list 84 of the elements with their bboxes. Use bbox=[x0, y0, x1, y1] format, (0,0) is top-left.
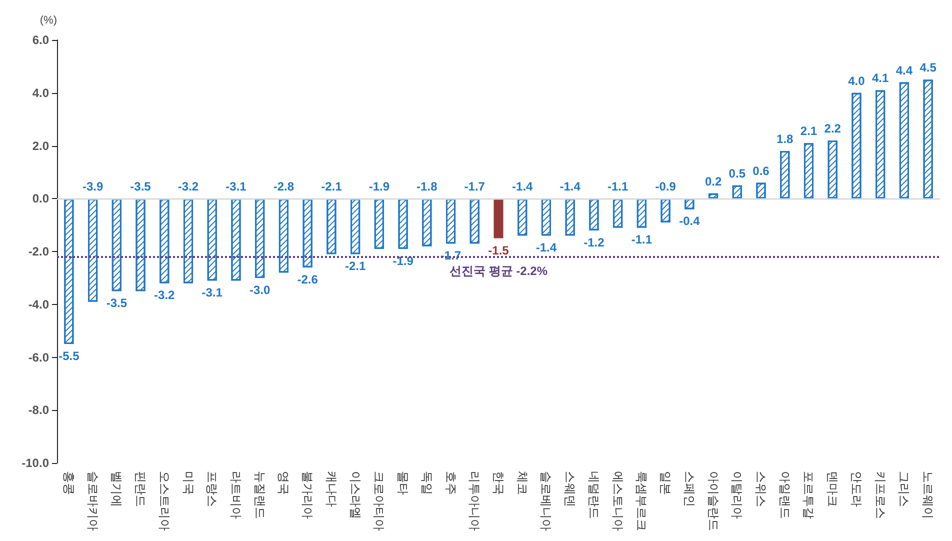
x-tick-label: 스웨덴 bbox=[563, 471, 578, 507]
data-label: 4.0 bbox=[848, 74, 866, 88]
y-axis-title: (%) bbox=[40, 14, 57, 26]
bar bbox=[494, 198, 504, 238]
x-tick-label: 홍콩 bbox=[62, 471, 76, 495]
data-label: 4.5 bbox=[920, 60, 937, 75]
data-label: -3.9 bbox=[82, 180, 104, 194]
y-tick-label: -4.0 bbox=[28, 297, 50, 312]
x-tick-label: 아일랜드 bbox=[778, 471, 792, 519]
data-label: 0.2 bbox=[704, 174, 722, 188]
x-tick-label: 스위스 bbox=[754, 471, 768, 507]
x-tick-label: 에스토니아 bbox=[610, 471, 625, 531]
data-label: -3.0 bbox=[250, 282, 271, 297]
x-tick-label: 크로아티아 bbox=[372, 471, 386, 531]
data-label: -3.5 bbox=[106, 296, 128, 310]
y-tick-label: -2.0 bbox=[28, 244, 50, 258]
x-tick-label: 안도라 bbox=[849, 471, 864, 507]
data-label: -2.6 bbox=[297, 272, 318, 286]
data-label: 2.1 bbox=[800, 124, 818, 138]
data-label: 2.2 bbox=[824, 121, 842, 136]
data-label: -0.4 bbox=[679, 214, 700, 228]
data-label: -1.2 bbox=[584, 235, 605, 250]
x-tick-label: 이스라엘 bbox=[348, 471, 362, 519]
x-tick-label: 호주 bbox=[444, 471, 458, 495]
y-tick-label: -8.0 bbox=[28, 403, 50, 418]
data-label: -3.5 bbox=[130, 180, 152, 194]
x-tick-label: 한국 bbox=[492, 471, 506, 495]
data-label: -3.2 bbox=[178, 180, 199, 194]
data-label: -2.1 bbox=[321, 180, 342, 194]
data-label: -1.4 bbox=[512, 180, 534, 194]
x-tick-label: 체코 bbox=[515, 471, 530, 495]
x-tick-label: 일본 bbox=[658, 471, 673, 495]
x-tick-label: 이탈리아 bbox=[730, 471, 744, 519]
x-tick-label: 뉴질랜드 bbox=[252, 471, 267, 519]
x-tick-label: 영국 bbox=[276, 471, 291, 495]
data-label: -3.2 bbox=[154, 288, 176, 302]
y-tick-label: 4.0 bbox=[32, 86, 50, 100]
y-tick-label: -6.0 bbox=[28, 350, 50, 364]
y-tick-label: 0.0 bbox=[32, 192, 50, 206]
x-tick-label: 덴마크 bbox=[826, 471, 840, 507]
x-tick-label: 키프로스 bbox=[873, 471, 888, 519]
data-label: 0.6 bbox=[752, 164, 770, 178]
data-label: -3.1 bbox=[202, 286, 223, 300]
data-label: -1.9 bbox=[368, 180, 390, 194]
data-label: -1.4 bbox=[560, 180, 581, 194]
x-tick-label: 라트비아 bbox=[228, 471, 243, 519]
x-tick-label: 프랑스 bbox=[205, 471, 220, 507]
ref-line-label: 선진국 평균 -2.2% bbox=[449, 264, 548, 278]
x-tick-label: 그리스 bbox=[897, 471, 912, 507]
x-tick-label: 슬로베니아 bbox=[539, 471, 554, 531]
x-tick-label: 포르투갈 bbox=[802, 471, 816, 519]
data-label: -1.8 bbox=[416, 180, 438, 194]
x-tick-label: 독일 bbox=[420, 471, 434, 495]
data-label: 4.1 bbox=[872, 71, 889, 86]
x-tick-label: 네덜란드 bbox=[586, 471, 601, 519]
x-tick-label: 오스트리아 bbox=[157, 471, 172, 531]
x-tick-label: 몰타 bbox=[396, 471, 410, 495]
data-label: -2.1 bbox=[344, 259, 366, 274]
data-label: -1.4 bbox=[536, 240, 557, 255]
x-tick-label: 아이슬란드 bbox=[706, 471, 720, 531]
x-tick-label: 핀란드 bbox=[134, 471, 148, 507]
data-label: 1.8 bbox=[776, 132, 794, 146]
data-label: 4.4 bbox=[896, 63, 913, 78]
x-tick-label: 벨기에 bbox=[110, 471, 124, 507]
x-tick-label: 룩셈부르크 bbox=[634, 471, 649, 531]
x-tick-label: 리투아니아 bbox=[468, 471, 482, 531]
data-label: -3.1 bbox=[226, 180, 247, 194]
data-label: -2.8 bbox=[273, 180, 294, 194]
y-tick-label: 2.0 bbox=[32, 138, 50, 153]
data-label: -0.9 bbox=[655, 180, 676, 194]
x-tick-label: 스페인 bbox=[682, 471, 696, 507]
x-tick-label: 미국 bbox=[181, 471, 196, 495]
x-tick-label: 캐나다 bbox=[324, 471, 338, 507]
data-label: 0.5 bbox=[728, 166, 746, 180]
data-label: -1.7 bbox=[464, 180, 486, 194]
data-label: -1.5 bbox=[488, 243, 510, 258]
x-tick-label: 슬로바키아 bbox=[86, 471, 100, 531]
x-tick-label: 노르웨이 bbox=[921, 471, 936, 519]
data-label: -5.5 bbox=[58, 349, 80, 364]
y-tick-label: 6.0 bbox=[32, 33, 50, 47]
y-tick-label: -10.0 bbox=[22, 456, 50, 470]
x-tick-label: 불가리아 bbox=[300, 471, 315, 519]
data-label: -1.1 bbox=[631, 232, 652, 247]
data-label: -1.1 bbox=[607, 180, 628, 194]
